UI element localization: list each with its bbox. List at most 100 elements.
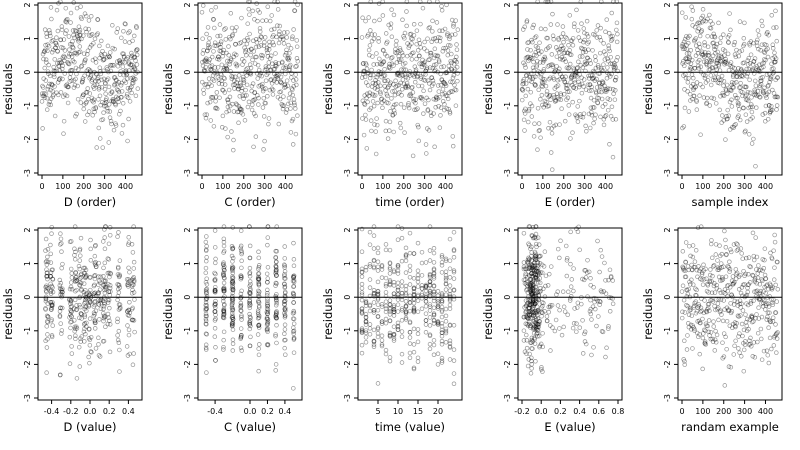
- residual-point: [60, 45, 66, 51]
- residual-point: [704, 62, 710, 68]
- residual-point: [395, 302, 401, 307]
- residual-point: [270, 40, 276, 45]
- residual-point: [446, 90, 452, 96]
- residual-point: [54, 61, 60, 66]
- y-tick-label: -3: [343, 169, 352, 177]
- residual-point: [431, 342, 437, 348]
- residual-point: [129, 81, 135, 86]
- residual-point: [131, 64, 137, 70]
- residual-point: [537, 70, 543, 75]
- residual-point: [359, 274, 365, 279]
- residual-point: [216, 57, 222, 62]
- residual-point: [45, 42, 50, 47]
- residual-point: [380, 13, 386, 18]
- residual-point: [122, 78, 127, 83]
- residual-point: [233, 41, 238, 47]
- residual-point: [453, 18, 458, 23]
- residual-point: [288, 100, 293, 106]
- residual-point: [293, 72, 298, 77]
- residual-point: [732, 52, 738, 57]
- residual-point: [704, 100, 710, 106]
- residual-point: [127, 300, 132, 305]
- residual-point: [115, 88, 121, 93]
- residual-point: [204, 112, 210, 117]
- residual-point: [222, 82, 228, 87]
- x-tick-label: 300: [577, 182, 592, 191]
- residual-point: [683, 56, 689, 61]
- residual-point: [382, 51, 388, 57]
- residual-point: [543, 83, 549, 89]
- residual-point: [455, 71, 460, 76]
- residual-point: [696, 41, 702, 47]
- residual-point: [447, 266, 453, 271]
- residual-point: [447, 258, 453, 263]
- residual-point: [407, 308, 413, 314]
- residual-point: [380, 105, 385, 110]
- x-tick-label: 0.4: [279, 407, 292, 416]
- residual-point: [379, 61, 385, 66]
- residual-point: [433, 97, 439, 103]
- residual-point: [282, 345, 287, 351]
- residual-point: [743, 128, 748, 134]
- residual-point: [203, 239, 209, 245]
- residual-point: [407, 73, 413, 78]
- residual-point: [557, 326, 562, 331]
- residual-point: [699, 15, 704, 21]
- residual-point: [524, 19, 530, 25]
- residual-point: [99, 77, 104, 83]
- x-tick-label: 200: [396, 182, 411, 191]
- residual-point: [284, 50, 289, 56]
- residual-point: [580, 65, 585, 70]
- residual-point: [248, 72, 254, 77]
- residual-point: [65, 84, 70, 89]
- residual-point: [247, 71, 253, 76]
- residual-point: [431, 305, 437, 311]
- residual-point: [592, 54, 598, 59]
- residual-point: [381, 48, 386, 53]
- residual-point: [288, 130, 294, 135]
- residual-point: [87, 68, 93, 73]
- residual-point: [772, 239, 778, 245]
- residual-point: [104, 65, 109, 70]
- residual-point: [53, 45, 58, 51]
- residual-point: [398, 57, 404, 62]
- residual-point: [585, 82, 591, 87]
- residual-point: [114, 94, 119, 100]
- residual-point: [128, 85, 133, 91]
- residual-point: [292, 8, 297, 13]
- residual-point: [706, 318, 712, 323]
- residual-point: [49, 231, 54, 236]
- residual-point: [445, 52, 451, 58]
- residual-point: [403, 245, 409, 251]
- residual-point: [126, 116, 131, 122]
- residual-point: [79, 79, 85, 85]
- residual-point: [228, 36, 233, 42]
- residual-point: [230, 327, 236, 332]
- residual-point: [398, 125, 404, 131]
- residual-point: [383, 78, 388, 84]
- residual-point: [291, 386, 296, 391]
- residual-point: [213, 345, 218, 350]
- residual-point: [584, 18, 590, 24]
- residual-point: [68, 68, 73, 73]
- residual-point: [42, 91, 47, 96]
- residual-point: [72, 257, 78, 262]
- residual-point: [42, 48, 47, 54]
- residual-point: [378, 83, 383, 89]
- residual-point: [90, 77, 95, 82]
- residual-point: [208, 95, 214, 100]
- residual-point: [551, 75, 556, 80]
- y-tick-label: 1: [503, 36, 512, 41]
- residual-point: [577, 247, 582, 253]
- residual-point: [449, 32, 455, 38]
- residual-point: [381, 59, 387, 64]
- residual-point: [594, 90, 599, 96]
- residual-point: [447, 357, 453, 362]
- residual-point: [104, 77, 110, 83]
- residual-point: [241, 59, 247, 64]
- residual-point: [601, 62, 606, 67]
- residual-point: [202, 68, 208, 74]
- residual-point: [221, 344, 226, 350]
- residual-point: [707, 58, 712, 63]
- residual-point: [524, 55, 530, 60]
